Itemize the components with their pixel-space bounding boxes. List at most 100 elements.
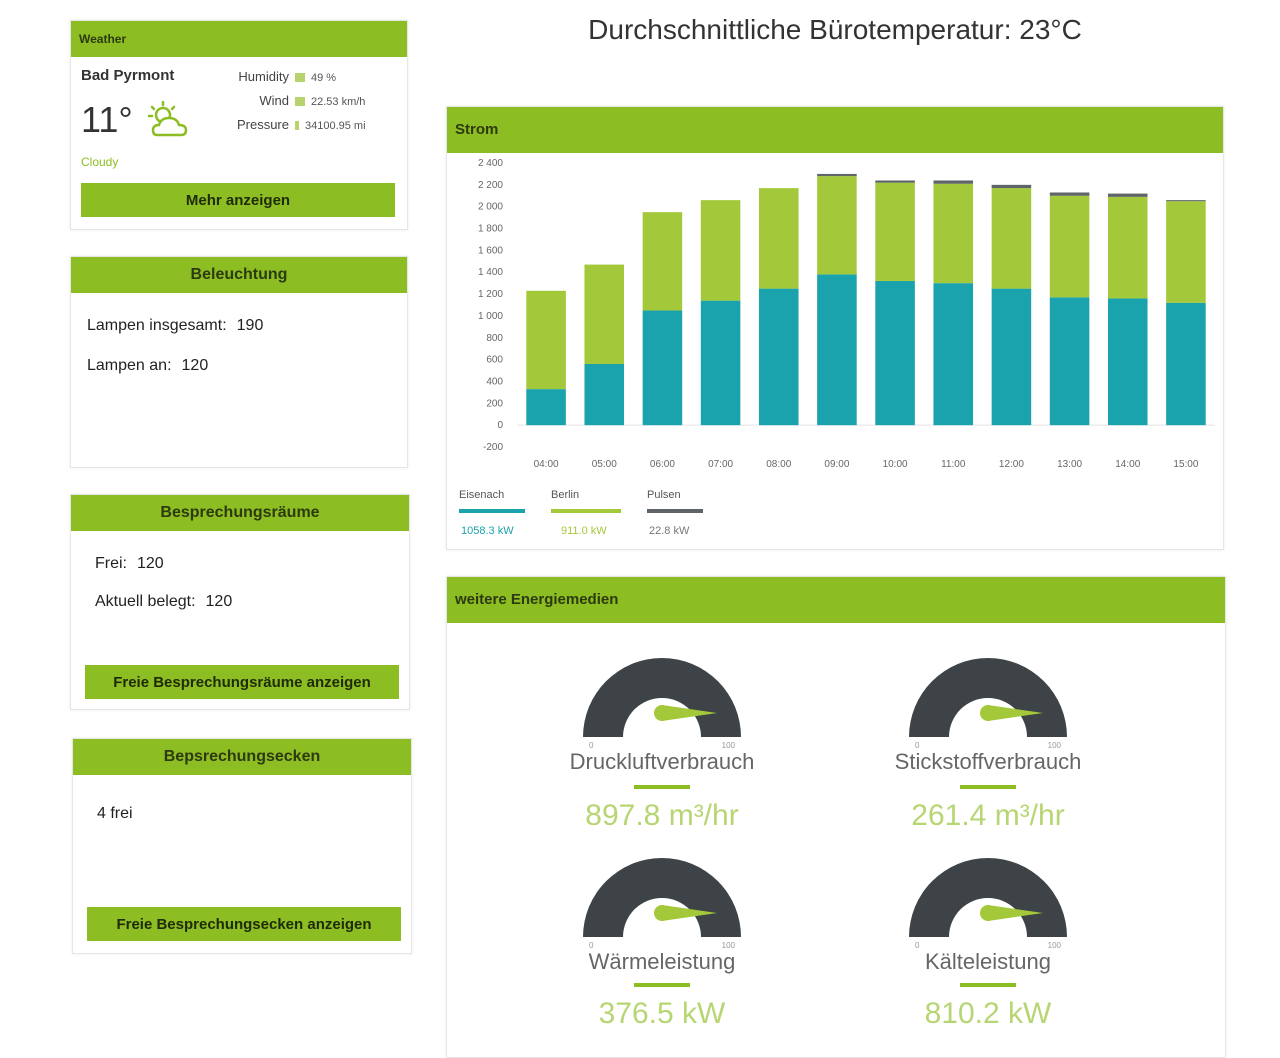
strom-panel: Strom -200 0 200 400 600 800 1 000 1 200 1 400 1 … (446, 106, 1224, 550)
bar-eisenach-1500[interactable] (1166, 302, 1206, 426)
weather-humidity-row: Humidity 49 % (211, 69, 411, 84)
x-tick-label: 10:00 (883, 459, 908, 470)
legend-line-eisenach (459, 509, 525, 513)
rooms-occupied-label: Aktuell belegt: (95, 593, 196, 610)
bar-eisenach-1100[interactable] (933, 283, 974, 426)
y-tick-label: 1 400 (478, 267, 503, 278)
bar-eisenach-1400[interactable] (1107, 298, 1148, 426)
gauge-value-druckluft: 897.8 m³/hr (585, 799, 739, 832)
x-tick-label: 06:00 (650, 459, 675, 470)
weather-temperature: 11° (81, 99, 133, 140)
rooms-free-value: 120 (137, 555, 164, 572)
bar-berlin-1500[interactable] (1166, 201, 1206, 303)
bar-eisenach-0900[interactable] (817, 274, 857, 426)
bar-pulsen-1300[interactable] (1049, 192, 1090, 196)
y-tick-label: 1 200 (478, 289, 503, 300)
energy-panel: weitere Energiemedien 0 100 Druckluftverb… (446, 576, 1226, 1058)
meeting-corners-header: Bepsrechungsecken (73, 739, 411, 775)
legend-value-pulsen: 22.8 kW (649, 525, 690, 537)
bar-pulsen-1000[interactable] (875, 180, 915, 183)
bar-eisenach-0500[interactable] (584, 363, 625, 426)
x-tick-label: 15:00 (1173, 459, 1198, 470)
y-tick-label: 200 (486, 398, 503, 409)
gauge-min-waerme: 0 (589, 941, 594, 950)
lamps-total-value: 190 (236, 317, 264, 334)
bar-pulsen-1400[interactable] (1107, 193, 1148, 197)
meeting-rooms-panel: Besprechungsräume Frei: 120 Aktuell beleg… (70, 494, 410, 710)
lighting-header: Beleuchtung (71, 257, 407, 293)
wind-value: 22.53 km/h (311, 96, 366, 108)
y-tick-label: 2 400 (478, 158, 503, 169)
legend-name-berlin: Berlin (551, 489, 580, 501)
weather-pressure-row: Pressure 34100.95 mi (211, 117, 411, 132)
bar-eisenach-0600[interactable] (642, 310, 683, 426)
bar-berlin-0500[interactable] (584, 264, 625, 364)
bar-eisenach-1200[interactable] (991, 288, 1032, 426)
strom-chart: -200 0 200 400 600 800 1 000 1 200 1 400 1 600 1 8… (478, 158, 1215, 470)
bar-berlin-0600[interactable] (642, 212, 683, 311)
weather-city: Bad Pyrmont (81, 67, 175, 84)
bar-berlin-1200[interactable] (991, 188, 1032, 289)
gauge-max-stickstoff: 100 (1048, 741, 1062, 750)
bar-berlin-1000[interactable] (875, 182, 915, 281)
legend-name-eisenach: Eisenach (459, 489, 505, 501)
x-tick-label: 09:00 (824, 459, 849, 470)
bar-pulsen-1500[interactable] (1166, 200, 1206, 202)
gauge-label-waerme: Wärmeleistung (588, 949, 736, 974)
gauge-stickstoff: 0 100 (909, 658, 1067, 750)
bar-eisenach-1300[interactable] (1049, 297, 1090, 426)
y-tick-label: 800 (486, 333, 503, 344)
pressure-value: 34100.95 mi (305, 120, 366, 132)
corners-status: 4 frei (97, 805, 133, 822)
show-free-corners-button[interactable]: Freie Besprechungsecken anzeigen (87, 907, 401, 941)
bar-berlin-1100[interactable] (933, 183, 974, 284)
x-tick-label: 04:00 (534, 459, 559, 470)
bar-berlin-0800[interactable] (758, 188, 799, 289)
x-tick-label: 13:00 (1057, 459, 1082, 470)
bar-berlin-0900[interactable] (817, 176, 857, 275)
bar-pulsen-1100[interactable] (933, 180, 974, 184)
energy-header: weitere Energiemedien (447, 577, 1225, 623)
bar-berlin-1300[interactable] (1049, 195, 1090, 298)
y-tick-label: 1 600 (478, 245, 503, 256)
rooms-free-row: Frei: 120 (95, 555, 164, 573)
legend-name-pulsen: Pulsen (647, 489, 681, 501)
weather-header: Weather (71, 21, 407, 57)
gauge-bar-druckluft (634, 785, 690, 789)
weather-condition: Cloudy (81, 155, 119, 169)
page-title: Durchschnittliche Bürotemperatur: 23°C (588, 14, 1082, 45)
y-tick-label: 2 200 (478, 180, 503, 191)
lighting-panel: Beleuchtung Lampen insgesamt: 190 Lampen … (70, 256, 408, 468)
y-tick-label: 600 (486, 355, 503, 366)
x-tick-label: 11:00 (941, 459, 966, 470)
bar-eisenach-0700[interactable] (700, 300, 741, 426)
y-tick-label: 1 800 (478, 224, 503, 235)
weather-panel: Weather Bad Pyrmont 11° Cloudy Humidity 4… (70, 20, 408, 230)
bar-eisenach-1000[interactable] (875, 280, 915, 426)
bar-berlin-0700[interactable] (700, 200, 741, 301)
humidity-icon (295, 73, 305, 83)
gauge-value-kaelte: 810.2 kW (924, 997, 1052, 1030)
bar-pulsen-0900[interactable] (817, 173, 857, 177)
gauge-min-kaelte: 0 (915, 941, 920, 950)
bar-pulsen-1200[interactable] (991, 184, 1032, 189)
bar-berlin-1400[interactable] (1107, 196, 1148, 299)
bar-berlin-0400[interactable] (526, 290, 566, 390)
pressure-icon (295, 121, 299, 131)
pressure-label: Pressure (236, 117, 289, 132)
bar-eisenach-0800[interactable] (758, 288, 799, 426)
show-free-rooms-button[interactable]: Freie Besprechungsräume anzeigen (85, 665, 399, 699)
gauge-bar-stickstoff (960, 785, 1016, 789)
lamps-total-label: Lampen insgesamt: (87, 317, 227, 334)
gauge-waerme: 0 100 (583, 858, 741, 950)
meeting-rooms-header: Besprechungsräume (71, 495, 409, 531)
bar-eisenach-0400[interactable] (526, 389, 566, 426)
gauge-label-kaelte: Kälteleistung (925, 949, 1051, 974)
weather-more-button[interactable]: Mehr anzeigen (81, 183, 395, 217)
rooms-occupied-row: Aktuell belegt: 120 (95, 593, 232, 611)
humidity-value: 49 % (311, 72, 337, 84)
gauge-max-kaelte: 100 (1048, 941, 1062, 950)
gauge-bar-waerme (634, 983, 690, 987)
x-tick-label: 05:00 (592, 459, 617, 470)
x-tick-label: 08:00 (766, 459, 791, 470)
